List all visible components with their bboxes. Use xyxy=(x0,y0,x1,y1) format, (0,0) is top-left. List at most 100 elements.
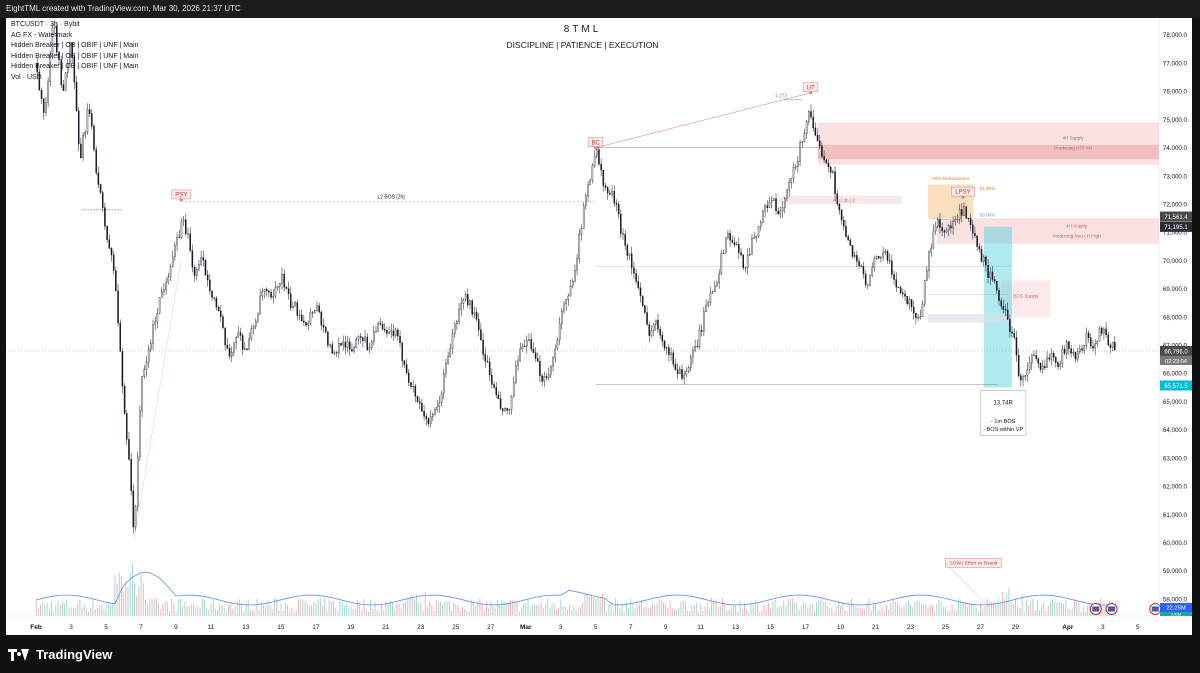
legend-indicator-watermark[interactable]: AG FX - Watermark xyxy=(11,31,73,39)
candle-body xyxy=(1090,337,1092,347)
candle-body xyxy=(126,413,128,440)
candle xyxy=(832,169,834,174)
volume-bar xyxy=(186,606,188,616)
bos-note-2: - BOS within VP xyxy=(983,427,1023,433)
candle xyxy=(1039,362,1042,373)
volume-bar xyxy=(453,602,455,616)
legend-indicator-hidden-breaker-3[interactable]: Hidden Breaker | OB | OBIF | UNF | Main xyxy=(11,63,139,70)
legend-volume[interactable]: Vol · USD xyxy=(11,73,42,81)
candle-body xyxy=(427,418,430,424)
time-tick-label: 13 xyxy=(242,624,250,631)
candle-body xyxy=(956,218,959,220)
candle-body xyxy=(270,292,272,298)
candle xyxy=(469,299,471,310)
chart-frame[interactable]: PSY BC UT LPSY L2 BOS [2h] 1.272 HH | 3h | 2 20… xyxy=(6,18,1192,635)
candle xyxy=(598,145,600,167)
candle xyxy=(947,224,950,237)
candle xyxy=(751,234,753,255)
price-tick-label: 60,000.0 xyxy=(1163,540,1188,547)
candle-body xyxy=(1044,365,1046,368)
candle xyxy=(139,405,141,462)
volume-bar xyxy=(940,601,942,616)
candle-body xyxy=(167,276,170,283)
price-badges-layer: 71,561.471,195.166,796.002:23:0465,571.5… xyxy=(1160,211,1192,617)
price-tick-label: 74,000.0 xyxy=(1163,145,1188,152)
candle-body xyxy=(121,351,124,387)
candle xyxy=(416,395,419,404)
candle-body xyxy=(375,331,377,333)
candle-body xyxy=(357,336,360,340)
candle-body xyxy=(93,126,95,150)
candle xyxy=(851,245,854,259)
legend-symbol[interactable]: BTCUSDT · 3h · Bybit xyxy=(11,21,80,28)
volume-bar xyxy=(590,594,592,616)
volume-bar xyxy=(1078,602,1080,616)
volume-bar xyxy=(341,602,343,616)
candle-body xyxy=(893,274,895,280)
candle-body xyxy=(580,228,583,235)
candle xyxy=(403,360,406,369)
candle-body xyxy=(1103,328,1105,334)
candle-body xyxy=(314,309,316,314)
candle xyxy=(665,346,668,355)
candle xyxy=(482,332,484,360)
retracement-label: 20% Retracement xyxy=(932,176,969,181)
candle-body xyxy=(257,313,259,322)
time-tick-label: 13 xyxy=(732,624,740,631)
candle xyxy=(923,279,926,307)
candle-body xyxy=(1074,351,1077,360)
volume-bar xyxy=(1043,602,1045,616)
candle-body xyxy=(565,299,567,305)
candle-body xyxy=(781,207,784,212)
candle xyxy=(357,335,360,345)
candle-body xyxy=(978,246,981,250)
candle xyxy=(620,209,622,238)
volume-bar xyxy=(346,604,348,616)
volume-bar xyxy=(910,604,912,616)
volume-bar xyxy=(1087,605,1089,616)
candle-body xyxy=(458,309,460,322)
candle xyxy=(195,267,198,281)
candle-body xyxy=(768,201,771,208)
candle xyxy=(1070,345,1072,358)
candle xyxy=(954,215,957,226)
candle xyxy=(73,53,76,89)
volume-bar xyxy=(785,606,787,616)
volume-bar xyxy=(409,596,411,616)
candle-body xyxy=(665,347,668,349)
volume-bar xyxy=(842,603,844,616)
candle-body xyxy=(394,329,397,336)
volume-bar xyxy=(1001,592,1003,616)
price-tick-label: 75,000.0 xyxy=(1163,117,1188,124)
volume-bar xyxy=(190,604,192,616)
volume-bar xyxy=(735,605,737,616)
candle-body xyxy=(827,163,830,168)
candle-body xyxy=(220,310,222,317)
candle xyxy=(370,339,373,351)
legend-indicator-hidden-breaker-2[interactable]: Hidden Breaker | OB | OBIF | UNF | Main xyxy=(11,52,139,60)
candle xyxy=(906,295,908,306)
volume-sub-badge-bg xyxy=(1160,612,1192,616)
candle xyxy=(130,452,132,496)
volume-bar xyxy=(833,611,835,616)
candle xyxy=(346,335,349,353)
volume-bar xyxy=(986,598,988,616)
candle xyxy=(388,326,390,334)
candle xyxy=(504,407,506,412)
volume-bar xyxy=(588,595,590,616)
volume-bar xyxy=(689,611,691,616)
candle-body xyxy=(1020,375,1022,381)
candle xyxy=(784,196,786,214)
tradingview-logo[interactable]: TradingView xyxy=(8,647,112,662)
legend-indicator-hidden-breaker-1[interactable]: Hidden Breaker | OB | OBIF | UNF | Main xyxy=(11,42,139,49)
volume-bar xyxy=(890,603,892,616)
candle-body xyxy=(685,371,688,376)
volume-bar xyxy=(746,610,748,616)
candle xyxy=(136,451,139,512)
candle-body xyxy=(272,295,275,298)
candle-body xyxy=(878,256,880,259)
candle xyxy=(694,339,696,353)
volume-bar xyxy=(263,605,264,616)
candle xyxy=(956,214,959,223)
